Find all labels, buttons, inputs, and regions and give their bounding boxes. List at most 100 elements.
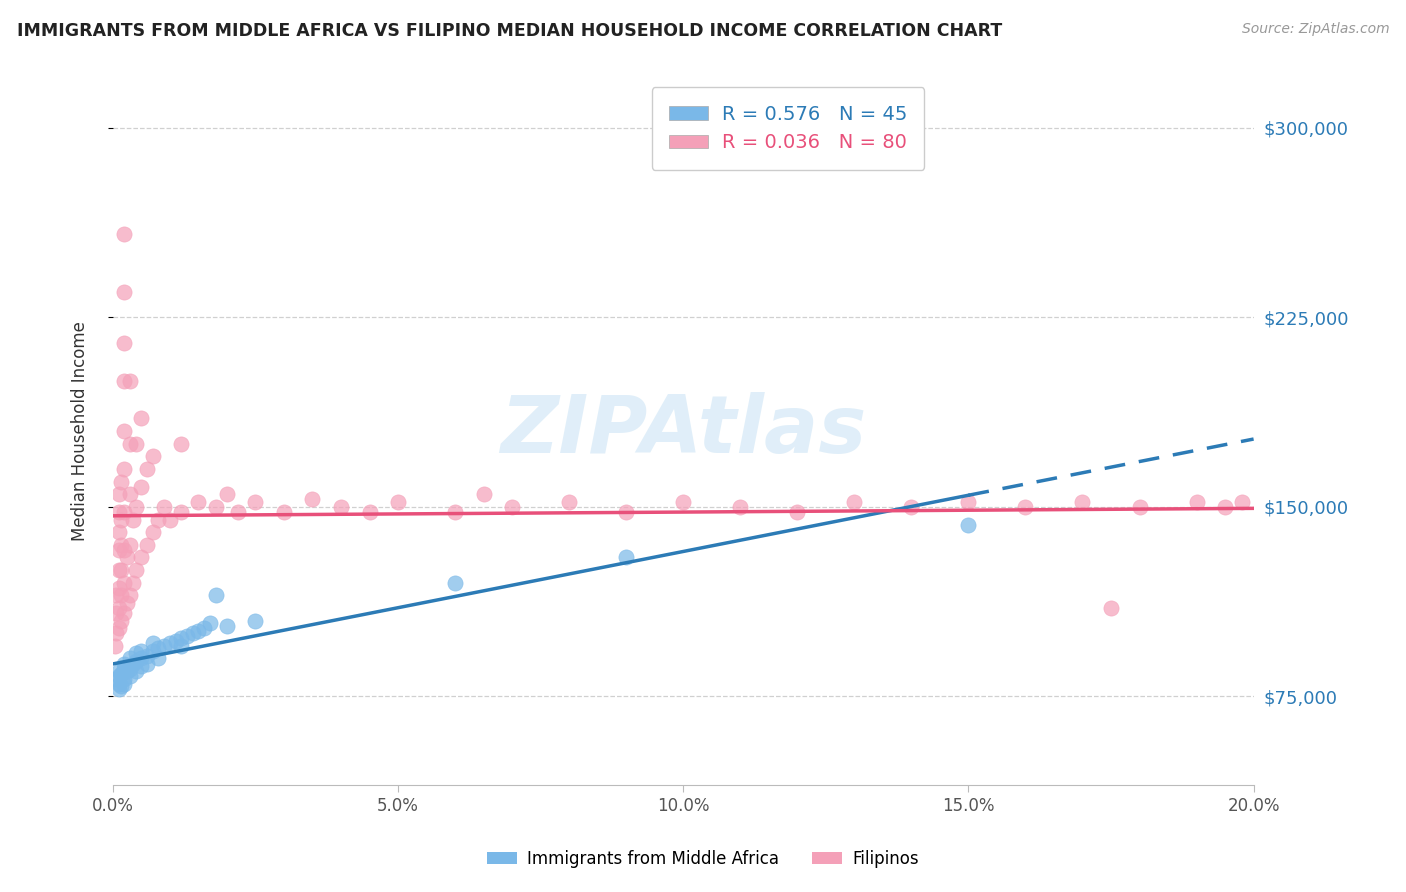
Point [112,661,135,675]
Point [159,512,181,526]
Point [131,651,153,665]
Point [104,588,127,602]
Point [844,495,866,509]
Legend: Immigrants from Middle Africa, Filipinos: Immigrants from Middle Africa, Filipinos [481,844,925,875]
Point [107,581,129,595]
Point [1230,495,1253,509]
Point [110,512,132,526]
Point [131,550,153,565]
Point [112,285,135,300]
Point [957,495,980,509]
Point [1213,500,1236,514]
Point [112,227,135,241]
Point [142,636,165,650]
Point [204,588,226,602]
Point [148,641,170,656]
Point [165,633,187,648]
Point [1128,500,1150,514]
Point [103,639,125,653]
Point [118,659,141,673]
Point [115,664,138,678]
Point [107,681,129,696]
Point [110,475,132,489]
Point [330,500,353,514]
Point [228,505,250,519]
Point [110,679,132,693]
Point [900,500,922,514]
Point [957,517,980,532]
Text: ZIPAtlas: ZIPAtlas [501,392,866,470]
Point [245,614,267,628]
Point [118,436,141,450]
Point [110,563,132,577]
Point [1071,495,1094,509]
Point [1014,500,1036,514]
Point [198,616,221,631]
Point [136,538,159,552]
Point [121,575,143,590]
Point [136,657,159,671]
Point [193,621,215,635]
Point [124,563,146,577]
Point [112,575,135,590]
Point [124,436,146,450]
Point [107,542,129,557]
Point [112,424,135,438]
Point [142,644,165,658]
Point [204,500,226,514]
Point [301,492,323,507]
Point [118,651,141,665]
Point [107,601,129,615]
Point [112,462,135,476]
Point [112,374,135,388]
Point [786,505,808,519]
Point [359,505,381,519]
Point [112,505,135,519]
Point [181,626,204,640]
Point [118,374,141,388]
Point [107,621,129,635]
Point [245,495,267,509]
Point [170,505,193,519]
Point [107,487,129,501]
Point [176,629,198,643]
Point [115,596,138,610]
Point [118,588,141,602]
Point [118,661,141,675]
Point [112,676,135,690]
Point [118,669,141,683]
Point [444,505,467,519]
Point [107,563,129,577]
Text: Source: ZipAtlas.com: Source: ZipAtlas.com [1241,22,1389,37]
Point [672,495,695,509]
Point [558,495,581,509]
Point [107,676,129,690]
Point [148,512,170,526]
Point [124,654,146,668]
Point [273,505,295,519]
Point [215,618,238,632]
Point [170,639,193,653]
Point [159,636,181,650]
Point [170,632,193,646]
Point [112,606,135,620]
Point [131,644,153,658]
Point [1099,601,1122,615]
Point [1185,495,1208,509]
Point [104,672,127,686]
Point [170,436,193,450]
Point [107,505,129,519]
Point [136,462,159,476]
Point [104,626,127,640]
Point [187,624,209,638]
Point [131,480,153,494]
Point [501,500,523,514]
Point [614,550,637,565]
Point [730,500,752,514]
Point [472,487,495,501]
Point [112,542,135,557]
Point [136,648,159,663]
Point [110,538,132,552]
Point [614,505,637,519]
Point [118,487,141,501]
